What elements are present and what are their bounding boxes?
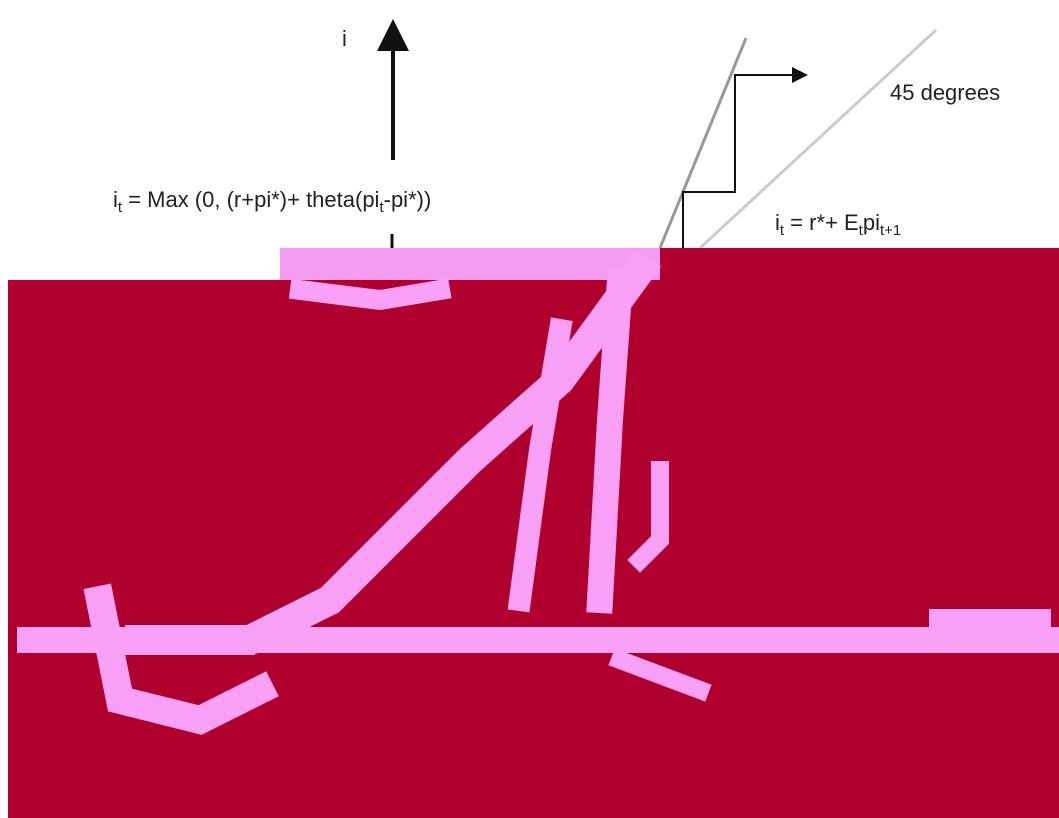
angle-label: 45 degrees (890, 80, 1000, 105)
axis-label: i (342, 26, 347, 51)
corrupt-block (660, 248, 1059, 282)
formula-part: = r*+ E (784, 210, 859, 235)
formula-part: = Max (0, (r+pi*)+ theta(pi (122, 187, 379, 212)
formula-part: t+1 (880, 222, 901, 239)
diagram: i it = Max (0, (r+pi*)+ theta(pit-pi*)) … (0, 0, 1059, 818)
corrupt-strip (280, 248, 660, 280)
formula-part: pi (863, 210, 880, 235)
rule-formula: it = Max (0, (r+pi*)+ theta(pit-pi*)) (113, 187, 431, 216)
fisher-formula: it = r*+ Etpit+1 (775, 210, 901, 239)
formula-part: -pi*)) (384, 187, 432, 212)
